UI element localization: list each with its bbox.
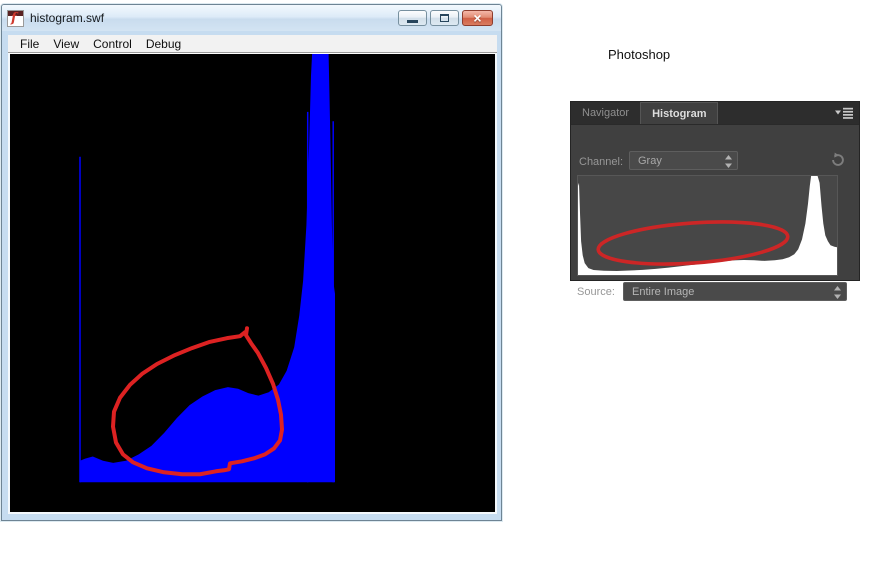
flash-icon-letter: f bbox=[11, 10, 17, 26]
window-titlebar[interactable]: f histogram.swf × bbox=[2, 5, 501, 31]
window-title: histogram.swf bbox=[30, 11, 105, 25]
menu-debug[interactable]: Debug bbox=[145, 36, 182, 51]
channel-value: Gray bbox=[638, 154, 662, 167]
source-select[interactable]: Entire Image bbox=[623, 282, 847, 301]
flash-icon-band bbox=[8, 10, 23, 16]
source-label: Source: bbox=[577, 286, 615, 298]
flash-player-window: f histogram.swf × File View Control Debu… bbox=[1, 4, 502, 521]
menu-control[interactable]: Control bbox=[93, 36, 132, 51]
refresh-icon[interactable] bbox=[830, 152, 846, 168]
menu-view[interactable]: View bbox=[53, 36, 80, 51]
panel-body: Channel: Gray Source: Entire Image bbox=[571, 124, 859, 301]
minimize-icon bbox=[407, 20, 418, 23]
close-icon: × bbox=[473, 10, 482, 26]
panel-menu-icon[interactable] bbox=[835, 107, 853, 119]
spinner-arrows-icon bbox=[834, 286, 841, 299]
window-client-area: File View Control Debug bbox=[8, 35, 497, 514]
menu-bar: File View Control Debug bbox=[8, 35, 497, 53]
photoshop-histogram-panel: Navigator Histogram Channel: Gray Source… bbox=[570, 101, 860, 301]
source-value: Entire Image bbox=[632, 285, 695, 298]
channel-select[interactable]: Gray bbox=[629, 151, 738, 170]
flash-app-icon: f bbox=[8, 10, 23, 26]
menu-file[interactable]: File bbox=[20, 36, 40, 51]
maximize-button[interactable] bbox=[430, 10, 459, 26]
flash-histogram-chart bbox=[79, 54, 335, 483]
ps-histogram-chart bbox=[578, 176, 837, 275]
tab-navigator[interactable]: Navigator bbox=[582, 107, 630, 119]
photoshop-heading: Photoshop bbox=[608, 47, 671, 62]
panel-tab-bar: Navigator Histogram bbox=[571, 102, 859, 125]
channel-label: Channel: bbox=[579, 156, 624, 168]
spinner-arrows-icon bbox=[725, 155, 732, 168]
close-button[interactable]: × bbox=[462, 10, 493, 26]
maximize-icon bbox=[440, 14, 449, 22]
tab-histogram[interactable]: Histogram bbox=[640, 102, 719, 124]
window-controls: × bbox=[398, 10, 493, 26]
ps-histogram-display bbox=[577, 175, 838, 276]
minimize-button[interactable] bbox=[398, 10, 427, 26]
flash-stage bbox=[8, 53, 497, 514]
